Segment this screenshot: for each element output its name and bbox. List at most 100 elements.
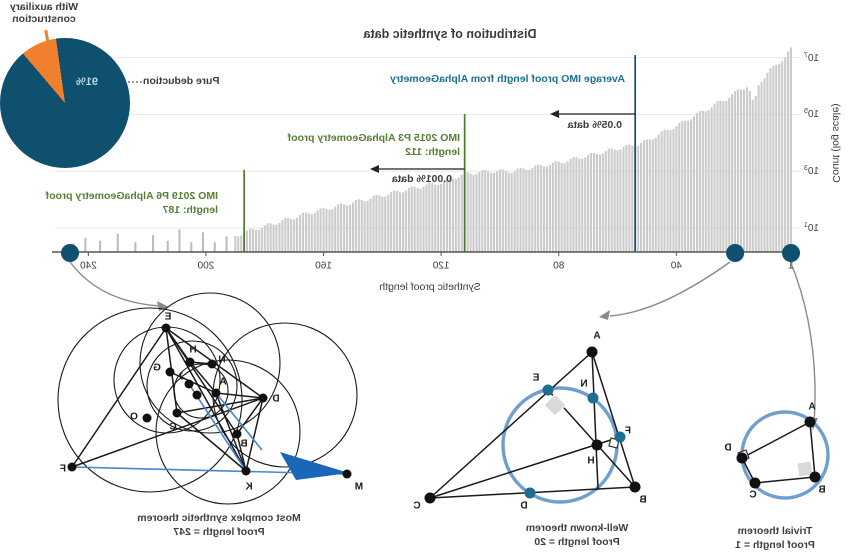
complex-blue-segment — [215, 392, 263, 451]
histogram-bar — [731, 94, 734, 252]
histogram-bar — [566, 161, 569, 252]
histogram-bar — [631, 145, 634, 252]
histogram-bar — [748, 91, 751, 252]
complex-point-B — [232, 429, 242, 439]
wellknown-point-B — [629, 481, 641, 493]
histogram-bar — [269, 223, 272, 252]
histogram-bar — [751, 99, 754, 252]
histogram-bar — [560, 163, 563, 252]
y-tick-label: 105 — [804, 108, 820, 121]
histogram-bar — [401, 192, 404, 252]
wellknown-point-H — [591, 439, 603, 451]
histogram-bar — [593, 152, 596, 252]
x-tick-label: 40 — [670, 260, 682, 272]
histogram-bar — [469, 173, 472, 252]
histogram-bar — [413, 186, 416, 252]
histogram-bar — [598, 154, 601, 252]
caption-wellknown-line2: Proof length = 20 — [534, 536, 620, 549]
wellknown-point-N — [587, 392, 599, 404]
histogram-bar — [587, 154, 590, 252]
histogram-bar — [304, 212, 307, 252]
histogram-bar — [548, 165, 551, 252]
complex-point-label: C — [169, 421, 177, 433]
connector-curve — [609, 261, 731, 317]
histogram-bar — [325, 209, 328, 252]
complex-point-label: M — [354, 481, 364, 493]
histogram-bar — [384, 196, 387, 252]
annotation-average-imo: Average IMO proof length from AlphaGeome… — [390, 73, 625, 86]
histogram-bar — [437, 185, 440, 252]
wellknown-point-label: F — [624, 425, 632, 437]
histogram-bar — [260, 228, 263, 252]
annotation-imo2019-line2: length: 187 — [162, 204, 218, 217]
histogram-bar — [390, 191, 393, 252]
histogram-bar — [99, 240, 102, 252]
histogram-bar — [313, 213, 316, 252]
histogram-bar — [701, 110, 704, 252]
trivial-point-D — [736, 452, 748, 464]
histogram-bar — [375, 194, 378, 252]
complex-point-label: H — [189, 344, 197, 356]
complex-point-O — [142, 413, 152, 423]
pie-percent-label: 91% — [75, 75, 99, 88]
histogram-bar — [263, 225, 266, 252]
histogram-bar — [340, 203, 343, 252]
histogram-bar — [601, 153, 604, 252]
histogram-bar — [278, 222, 281, 252]
wellknown-point-label: D — [520, 500, 528, 512]
histogram-bar — [760, 82, 763, 252]
y-tick-label: 107 — [804, 51, 820, 64]
histogram-bar — [522, 168, 525, 252]
histogram-bar — [246, 230, 249, 252]
complex-segment — [236, 397, 264, 435]
x-tick-label: 240 — [80, 260, 97, 272]
histogram-bar — [513, 171, 516, 252]
annotation-005-data: 0.05% data — [567, 119, 622, 132]
pie-chart — [0, 38, 130, 168]
histogram-bar — [346, 205, 349, 252]
complex-point-G — [165, 367, 175, 377]
histogram-bar — [360, 200, 363, 252]
wellknown-point-label: B — [639, 494, 647, 506]
histogram-bar — [475, 174, 478, 252]
histogram-bar — [775, 64, 778, 252]
histogram-bar — [675, 126, 678, 252]
caption-wellknown-line1: Well-known theorem — [525, 522, 629, 535]
complex-point-A — [211, 388, 221, 398]
histogram-bar — [534, 165, 537, 252]
histogram-bar — [740, 89, 743, 252]
trivial-point-A — [804, 416, 816, 428]
complex-circle — [146, 340, 238, 432]
wellknown-segment — [591, 351, 636, 488]
pie-label-pure-deduction: Pure deduction — [143, 75, 220, 88]
histogram-bar — [640, 143, 643, 252]
histogram-bar — [431, 183, 434, 252]
histogram-bar — [772, 66, 775, 252]
histogram-bar — [769, 68, 772, 252]
histogram-bar — [310, 214, 313, 252]
histogram-bar — [334, 206, 337, 252]
histogram-bar — [622, 147, 625, 252]
y-tick-label: 103 — [804, 165, 820, 178]
complex-point-label: O — [130, 411, 138, 423]
histogram-bar — [545, 166, 548, 252]
complex-point-label: D — [272, 393, 280, 405]
complex-point-N — [207, 359, 217, 369]
histogram-bar — [428, 182, 431, 252]
complex-circle — [139, 292, 281, 434]
histogram-bar — [663, 129, 666, 252]
complex-blue-triangle — [280, 452, 349, 480]
x-tick-label: 160 — [315, 260, 332, 272]
complex-segment — [189, 361, 217, 394]
histogram-bar — [254, 230, 257, 252]
histogram-bar — [578, 158, 581, 252]
histogram-bar — [451, 178, 454, 252]
histogram-bar — [695, 113, 698, 252]
wellknown-point-A — [586, 346, 598, 358]
chart-title: Distribution of synthetic data — [363, 27, 537, 42]
histogram-bar — [396, 191, 399, 252]
histogram-bar — [296, 217, 299, 252]
histogram-bar — [387, 194, 390, 252]
